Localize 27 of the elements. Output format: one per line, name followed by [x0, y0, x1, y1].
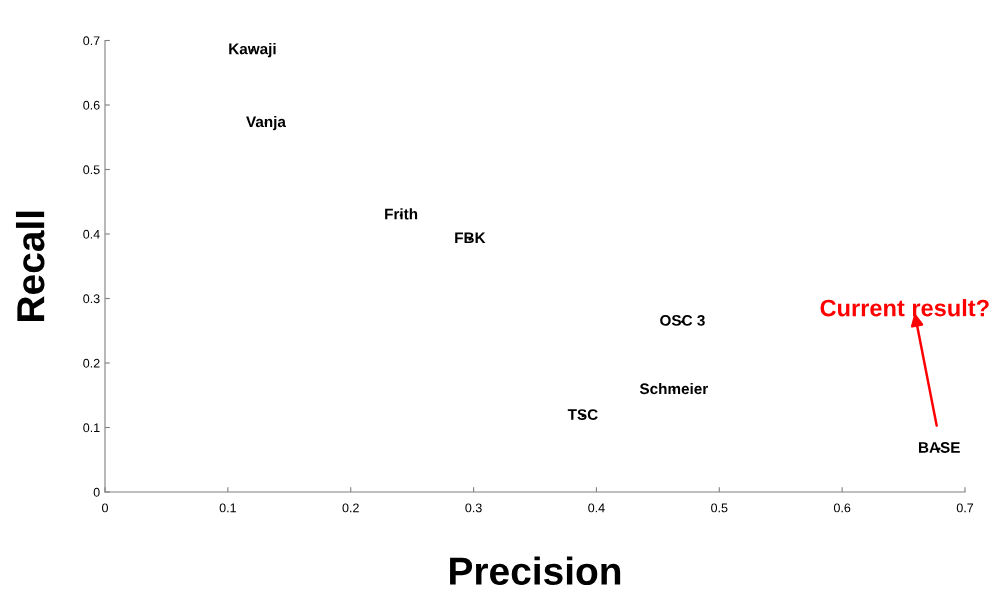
- x-tick-label: 0.2: [342, 503, 359, 513]
- annotation: Current result?: [820, 299, 989, 317]
- series-label: Vanja: [246, 115, 286, 131]
- x-tick-label: 0.6: [833, 503, 851, 513]
- y-tick-label: 0.3: [83, 294, 100, 304]
- series-label: Kawaji: [229, 43, 276, 58]
- y-tick-label: 0.4: [83, 229, 100, 239]
- x-tick-label: 0: [102, 503, 108, 513]
- y-tick-label: 0: [93, 487, 100, 497]
- series-label: TSC: [567, 409, 598, 420]
- series-label: Schmeier: [639, 382, 708, 395]
- series-label: OSC 3: [660, 315, 705, 326]
- x-tick-label: 0.1: [219, 503, 236, 513]
- y-tick-label: 0.1: [83, 423, 100, 433]
- x-axis-title: Precision: [450, 556, 621, 585]
- x-tick-label: 0.7: [956, 503, 974, 513]
- y-tick-label: 0.7: [83, 36, 100, 46]
- series-label: Frith: [385, 208, 418, 220]
- series-label: FBK: [455, 232, 486, 244]
- x-tick-label: 0.4: [588, 503, 605, 513]
- y-tick-label: 0.5: [83, 165, 100, 175]
- series-label: BASE: [919, 442, 960, 453]
- y-tick-label: 0.2: [83, 358, 100, 368]
- y-tick-label: 0.6: [83, 100, 100, 110]
- y-axis-title: Recall: [15, 211, 45, 321]
- x-tick-label: 0.3: [465, 503, 482, 513]
- x-tick-label: 0.5: [711, 503, 728, 513]
